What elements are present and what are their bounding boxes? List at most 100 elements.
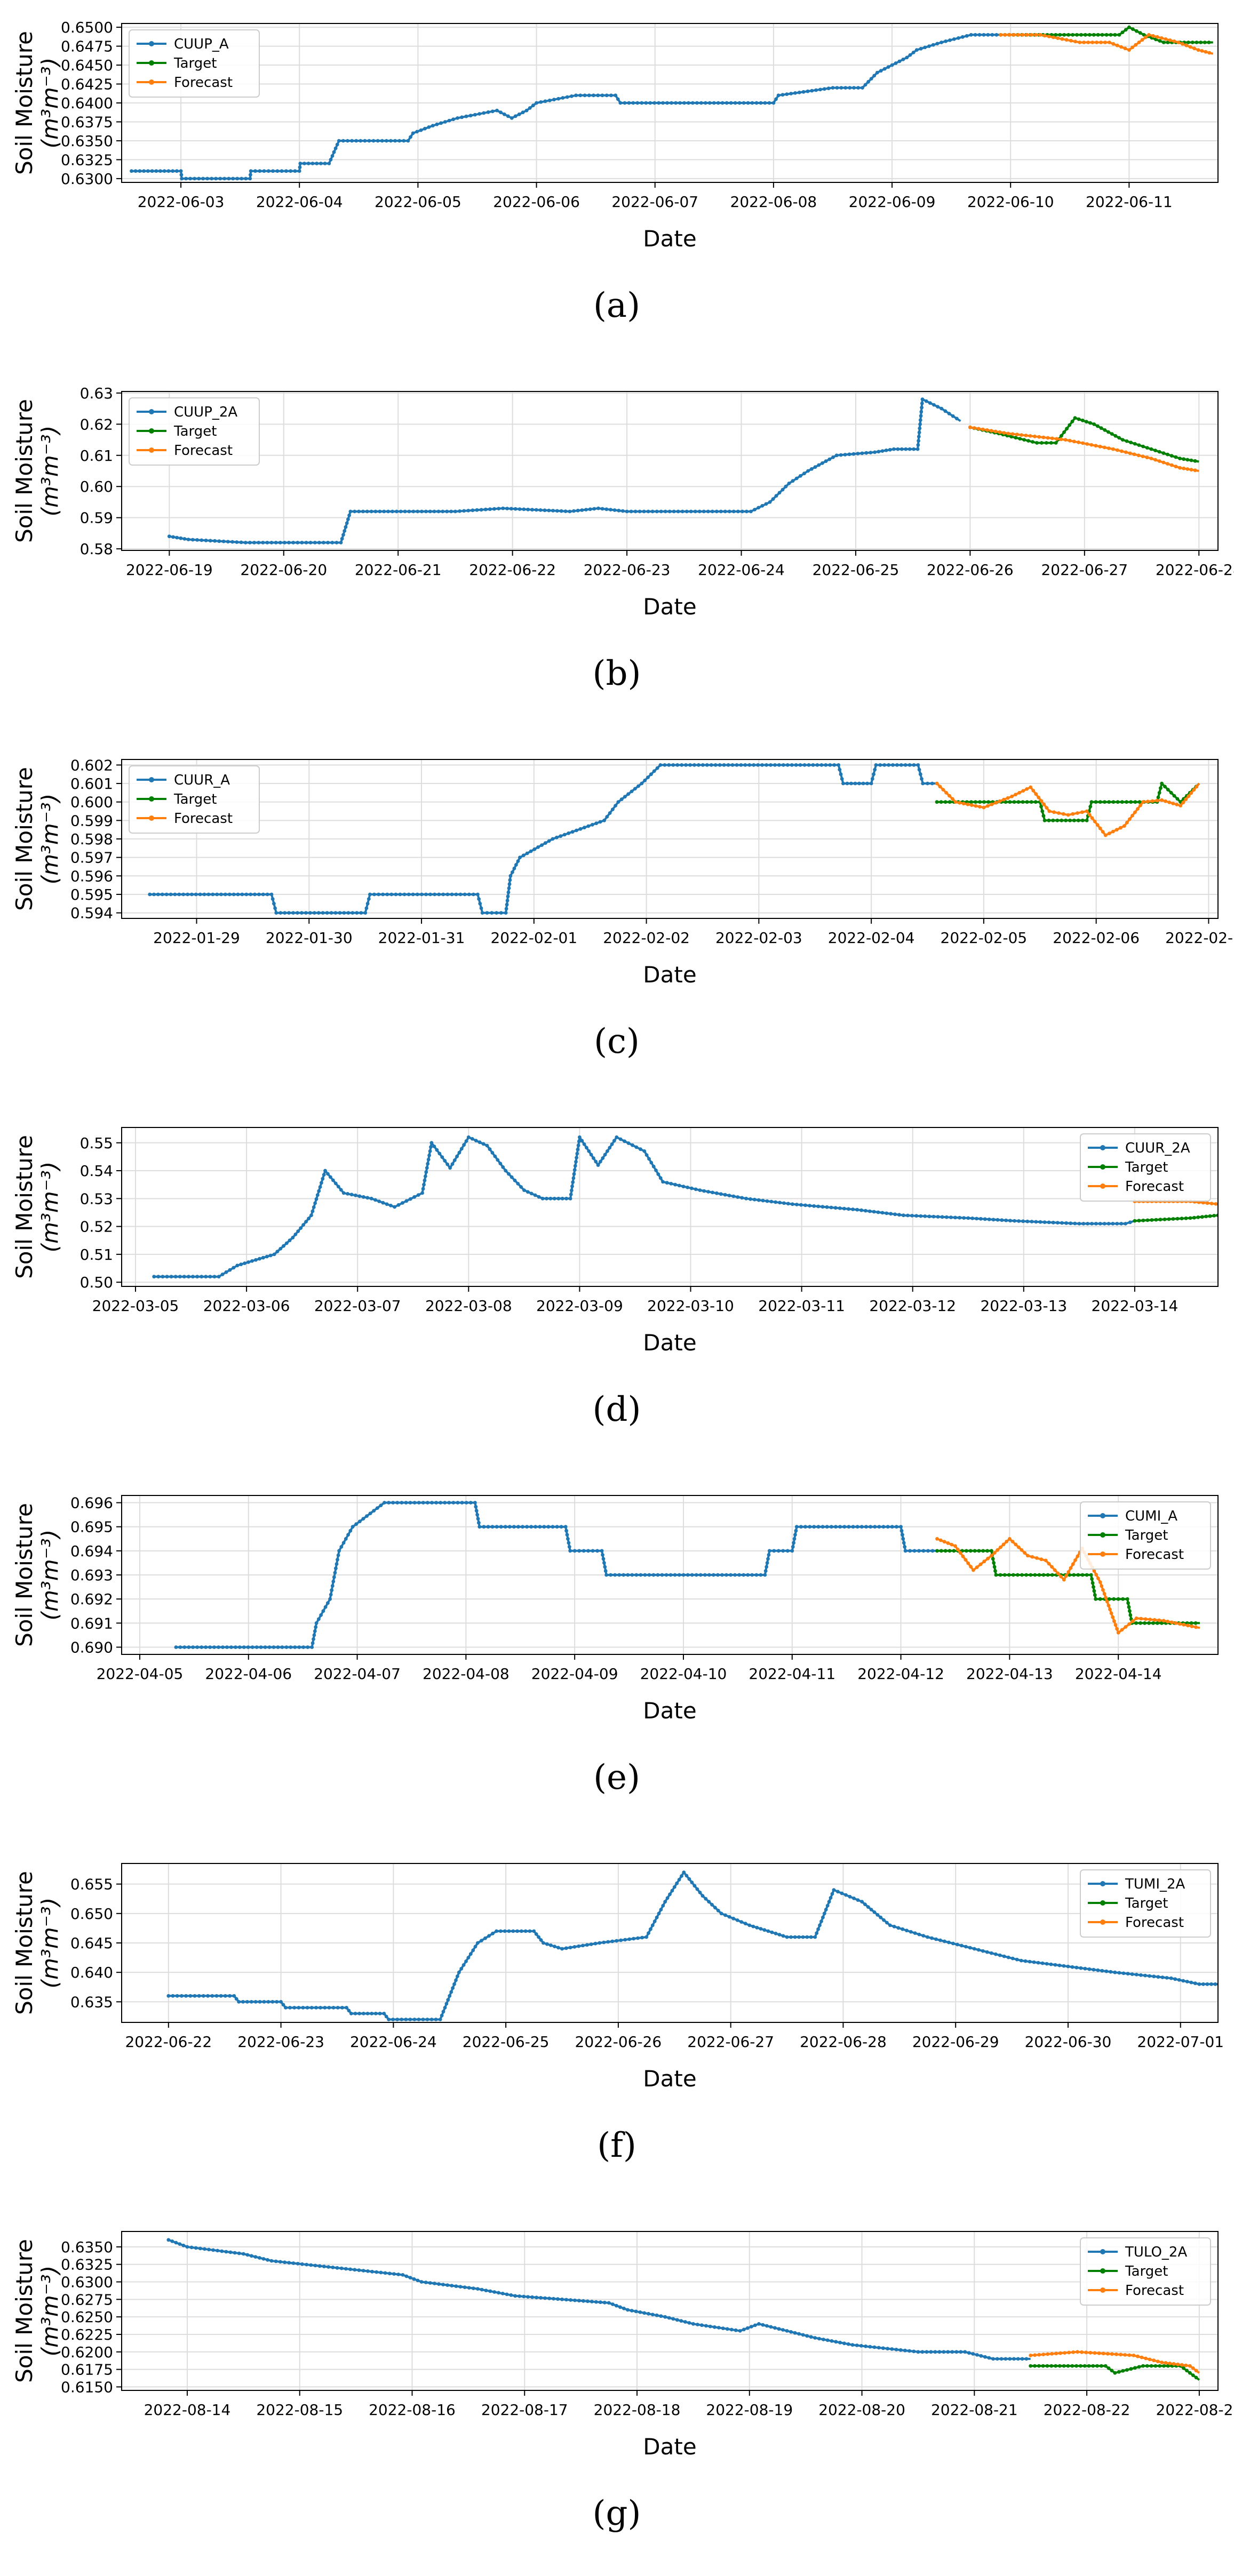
data-point: [994, 1953, 998, 1956]
data-point: [462, 1143, 466, 1147]
data-point: [1050, 2352, 1054, 2356]
data-point: [329, 1593, 333, 1597]
data-point: [601, 1553, 604, 1557]
data-point: [1054, 441, 1058, 445]
data-point: [1120, 1628, 1124, 1632]
data-point: [291, 1236, 294, 1239]
data-point: [1117, 2370, 1121, 2374]
data-point: [397, 1203, 401, 1207]
data-point: [497, 2291, 500, 2295]
x-tick-label: 2022-08-19: [706, 2401, 793, 2419]
data-point: [311, 1642, 315, 1645]
data-point: [319, 1185, 322, 1189]
data-point: [1105, 1600, 1109, 1604]
data-point: [1066, 2364, 1070, 2368]
data-point: [603, 1153, 607, 1157]
data-point: [439, 121, 443, 125]
data-point: [309, 541, 313, 545]
data-point: [529, 1525, 533, 1529]
data-point: [152, 893, 156, 897]
data-point: [763, 1573, 767, 1577]
data-point: [844, 1893, 848, 1897]
data-point: [639, 1573, 643, 1577]
data-point: [887, 65, 890, 69]
data-point: [181, 893, 185, 897]
data-point: [729, 1573, 733, 1577]
data-point: [331, 2266, 335, 2269]
data-point: [649, 1927, 652, 1931]
y-tick-label: 0.63: [80, 385, 113, 402]
data-point: [560, 1525, 563, 1529]
data-point: [973, 1947, 976, 1951]
data-point: [399, 510, 403, 514]
data-point: [760, 504, 764, 508]
data-point: [1006, 796, 1010, 800]
data-point: [605, 815, 609, 819]
data-point: [563, 833, 567, 837]
data-point: [566, 1533, 569, 1537]
data-point: [452, 1982, 456, 1986]
data-point: [1209, 1982, 1213, 1986]
data-point: [437, 2282, 441, 2286]
data-point: [635, 101, 639, 105]
data-point: [617, 1573, 621, 1577]
data-point: [488, 1147, 492, 1151]
y-tick-label: 0.645: [70, 1934, 113, 1952]
data-point: [401, 2273, 405, 2277]
data-point: [1206, 1982, 1209, 1986]
data-point: [1153, 449, 1157, 452]
data-point: [623, 101, 627, 105]
data-point: [947, 1941, 951, 1945]
data-point: [716, 1909, 720, 1913]
data-point: [336, 1558, 339, 1562]
data-point: [495, 109, 499, 113]
data-point: [614, 804, 617, 807]
data-point: [284, 169, 288, 173]
data-point: [1111, 1222, 1115, 1226]
data-point: [474, 1945, 477, 1949]
data-point: [915, 48, 919, 52]
data-point: [822, 2338, 825, 2341]
data-point: [564, 1197, 568, 1201]
x-tick-label: 2022-07-01: [1137, 2033, 1224, 2051]
data-point: [940, 800, 943, 804]
data-point: [1124, 1222, 1127, 1226]
data-point: [706, 1190, 710, 1194]
data-point: [1045, 806, 1048, 810]
data-point: [1101, 830, 1105, 834]
plot-area: [168, 397, 1199, 545]
x-tick-label: 2022-08-18: [594, 2401, 681, 2419]
data-point: [435, 1148, 439, 1152]
data-point: [225, 1270, 228, 1274]
data-point: [506, 114, 510, 118]
data-point: [309, 2263, 313, 2267]
data-point: [682, 101, 686, 105]
data-point: [417, 1193, 420, 1197]
data-point: [1076, 2350, 1079, 2354]
data-point: [195, 538, 199, 542]
y-axis-label: Soil Moisture(m³m⁻³): [11, 767, 63, 911]
data-point: [753, 2324, 757, 2327]
data-point: [440, 1155, 444, 1159]
data-point: [742, 101, 746, 105]
data-point: [215, 893, 219, 897]
data-point: [433, 893, 436, 897]
data-point: [1096, 33, 1100, 37]
data-point: [305, 2263, 308, 2267]
data-point: [1144, 1617, 1148, 1621]
data-point: [427, 1154, 431, 1157]
data-point: [420, 510, 424, 514]
data-point: [882, 1525, 886, 1529]
data-point: [395, 1501, 399, 1505]
data-point: [647, 2312, 650, 2316]
data-point: [536, 845, 540, 849]
data-point: [1014, 1542, 1017, 1546]
data-point: [1042, 1573, 1046, 1577]
data-point: [870, 77, 873, 81]
data-point: [179, 169, 183, 173]
x-tick-label: 2022-06-03: [138, 193, 225, 211]
data-point: [1108, 41, 1111, 44]
data-point: [357, 2012, 361, 2015]
data-point: [235, 1263, 239, 1267]
data-point: [973, 426, 976, 430]
